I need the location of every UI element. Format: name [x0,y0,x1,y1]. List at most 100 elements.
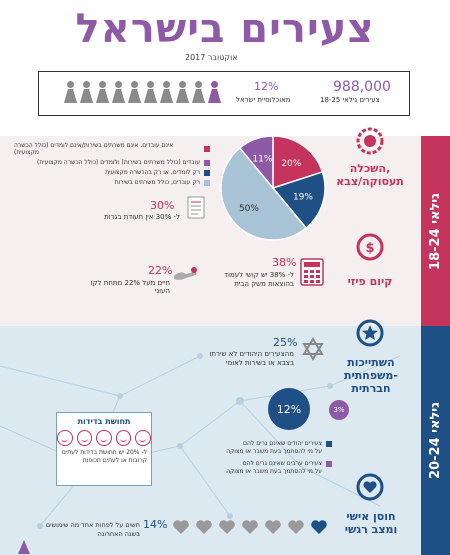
people-row [64,81,221,103]
age-sidebar-18-24: גילאי 18-24 [421,136,450,326]
legend-item: רק עובדים, כולל משרתים בשירות [14,179,210,186]
population-label: צעירים גילאי 18-25 [320,96,380,104]
heart-icon [241,518,259,536]
item-jewish-line1: צעירים יהודים שאינם גרים להם [243,440,322,447]
stat-22-text: חיים מעל 22% מתחת לקו העוני [90,279,170,295]
stats-box [38,71,410,116]
face-icon [96,430,112,446]
hand-icon [172,266,202,286]
item-arab-line1: צעירים ערבים שאינם גרים להם [242,460,322,467]
person-icon [192,81,205,103]
legend-item-label: רק עובדים, כולל משרתים בשירות [114,179,200,186]
person-icon [112,81,125,103]
hearts-row [172,518,328,536]
education-icon [355,126,385,160]
item-jewish-line2: על מי להסתמך בעת משבר או מצוקה [226,448,322,455]
stat-38-line2: בהוצאות משק הבית [234,280,294,288]
legend-item: עובדים (כולל משרתים בשירות) ולומדים (כול… [14,159,210,166]
heart-icon [310,518,328,536]
svg-text:$: $ [365,241,374,256]
face-icon [57,430,73,446]
pie-slice [271,170,326,230]
stat-30-value: 30% [150,199,175,212]
loneliness-line1: ל- 20% יש תחושת בדידות לעתים [61,449,147,456]
stat-14-line1: חשים על לפחות אחד מה שימושים [45,521,140,529]
heart-icon [287,518,305,536]
item-jewish-row: צעירים יהודים שאינם גרים להם על מי להסתמ… [222,440,332,456]
item-arab-line2: על מי להסתמך בעת משבר או מצוקה [226,468,322,475]
legend-item-label: רק לומדים, או רק בהכשרה מקצועית [105,169,200,176]
item-arab-swatch [326,461,332,467]
heart-icon [195,518,213,536]
stat-38-value: 38% [272,256,297,269]
pie-slice-label: 50% [239,204,259,214]
legend-item: רק לומדים, או רק בהכשרה מקצועית [14,169,210,176]
stat-3-circle: 3% [329,400,349,420]
category-education-line2: תעסוקה/צבא [336,175,404,188]
legend-item-label: עובדים (כולל משרתים בשירות) ולומדים (כול… [36,159,200,166]
page-title: צעירים בישראל [75,6,375,52]
pie-slice-label: 20% [281,159,301,169]
age-label-20-24: גילאי 20-24 [428,402,443,479]
legend-item: אינם עובדים, אינם משרתים בשירות/אינם לומ… [14,142,210,156]
pie-legend: אינם עובדים, אינם משרתים בשירות/אינם לומ… [14,142,210,189]
item-arab-row: צעירים ערבים שאינם גרים להם על מי להסתמך… [222,460,332,476]
age-sidebar-20-24: גילאי 20-24 [421,326,450,555]
legend-swatch [204,179,210,186]
pie-slice-label: 11% [252,155,272,165]
faces-row [57,430,151,446]
category-belonging-line3: חברתית [351,382,391,395]
category-belonging-line1: השתייכות [347,356,395,369]
person-icon [176,81,189,103]
item-jewish-swatch [326,441,332,447]
heart-icon [172,518,190,536]
pie-slice-label: 19% [293,193,313,203]
heart-icon [264,518,282,536]
category-belonging-line2: משפחתית- [344,369,398,382]
stat-25-line2: בצבא או בשירות לאומי [225,359,294,367]
document-icon [186,196,208,224]
stat-30-text: ל- 30% אין תעודת בגרות [104,213,180,221]
stat-12-circle: 12% [268,388,310,430]
legend-item-label: אינם עובדים, אינם משרתים בשירות/אינם לומ… [14,142,174,156]
star-of-david-icon [301,337,325,365]
category-resilience-line1: חוסן אישי [346,510,396,523]
person-icon [80,81,93,103]
person-icon [160,81,173,103]
legend-swatch [204,146,210,152]
money-icon: $ [355,232,385,266]
pie-slice [220,146,308,241]
stat-25-line1: מהצעירים היהודים לא שירתו [209,350,294,358]
person-icon [64,81,77,103]
category-education-line1: השכלה, [349,162,391,175]
pie-slice [238,135,274,191]
stat-38-line1: ל- 38% יש קושי לעמוד [224,271,294,279]
population-value: 988,000 [333,79,391,95]
star-icon [355,318,385,352]
pie-slice [272,135,324,190]
page-subtitle: אוקטובר 2017 [185,53,238,62]
decor-triangle [18,540,30,554]
loneliness-line2: קרובות או לעתים תכופות [82,457,147,464]
loneliness-box: תחושת בדידות ל- 20% יש תחושת בדידות לעתי… [56,412,152,486]
age-label-18-24: גילאי 18-24 [428,192,443,270]
stat-14-value: 14% [143,518,168,531]
share-label: מאוכלוסיית ישראל [236,96,291,104]
stat-14-line2: בשנה האחרונה [97,530,140,538]
face-icon [115,430,132,446]
person-icon [128,81,141,103]
heart-icon [218,518,236,536]
legend-swatch [204,159,210,166]
person-icon [144,81,157,103]
person-icon [96,81,109,103]
category-resilience-line2: ומצב רגשי [344,523,398,536]
category-physical-label: קיום פיזי [347,275,393,288]
loneliness-title: תחושת בדידות [77,417,131,426]
heart-icon [355,472,385,506]
face-icon [135,430,151,446]
pie-chart: 20% 19% 50% 11% [220,135,326,241]
stat-25-value: 25% [273,336,298,349]
person-icon [208,81,221,103]
face-icon [76,430,93,446]
stat-22-value: 22% [148,264,173,277]
